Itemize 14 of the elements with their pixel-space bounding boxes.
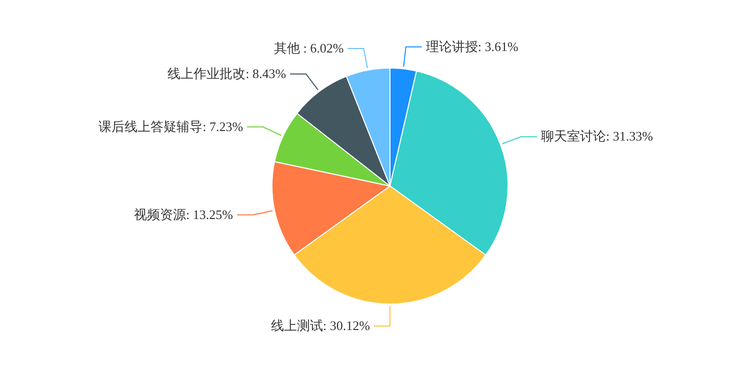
- data-label: : 7.23%: [202, 118, 244, 134]
- data-label: : 3.61%: [478, 38, 518, 54]
- slice-label: 视频资源: [134, 206, 186, 222]
- slice-label: 线上作业批改: [168, 66, 246, 81]
- slice-label: 聊天室讨论: [541, 128, 606, 144]
- data-label: : 31.33%: [606, 128, 654, 144]
- data-label: : 6.02%: [300, 40, 344, 56]
- data-label: : 8.43%: [246, 66, 286, 81]
- slice-label: 课后线上答疑辅导: [98, 118, 203, 134]
- data-label: : 30.12%: [323, 318, 370, 333]
- slice-label: 线上测试: [271, 318, 324, 333]
- slice-label: 其他: [274, 40, 300, 56]
- data-label: : 13.25%: [186, 206, 234, 222]
- slice-label: 理论讲授: [426, 38, 478, 54]
